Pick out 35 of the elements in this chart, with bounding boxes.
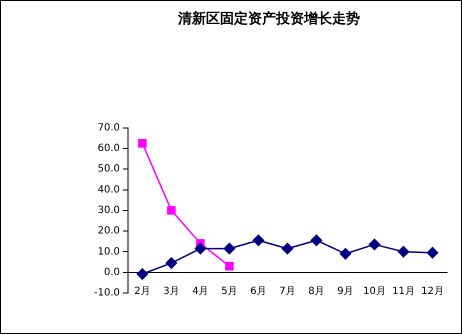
point: [252, 234, 264, 246]
y-tick-label: 30.0: [98, 204, 120, 216]
point: [224, 242, 236, 254]
x-tick-label: 10月: [363, 286, 386, 297]
y-tick-label: 40.0: [98, 184, 120, 196]
y-tick-label: 20.0: [98, 226, 120, 237]
y-tick-label: 10.0: [98, 246, 120, 258]
point: [368, 238, 380, 250]
y-tick-label: 50.0: [98, 164, 120, 175]
point: [282, 242, 294, 254]
x-tick-label: 3月: [163, 286, 180, 297]
x-tick-label: 5月: [221, 286, 238, 297]
point: [138, 139, 147, 148]
y-tick-label: -10.0: [94, 288, 120, 299]
point: [194, 242, 206, 254]
x-tick-label: 6月: [250, 286, 267, 297]
x-tick-label: 7月: [279, 286, 296, 297]
point: [136, 268, 148, 280]
point: [398, 246, 410, 258]
point: [340, 248, 352, 260]
x-tick-label: 11月: [392, 286, 415, 297]
x-tick-label: 9月: [337, 286, 354, 297]
point: [225, 262, 234, 270]
point: [166, 257, 178, 269]
chart-title: 清新区固定资产投资增长走势: [177, 10, 360, 28]
x-tick-label: 8月: [308, 286, 325, 297]
point: [310, 234, 322, 246]
y-tick-label: 0.0: [104, 266, 120, 278]
y-tick-label: 60.0: [98, 143, 120, 154]
y-tick-label: 70.0: [98, 122, 120, 134]
x-tick-label: 2月: [134, 286, 151, 297]
point: [426, 246, 438, 258]
x-tick-label: 12月: [421, 286, 444, 297]
x-tick-label: 4月: [192, 286, 209, 297]
point: [167, 206, 176, 215]
